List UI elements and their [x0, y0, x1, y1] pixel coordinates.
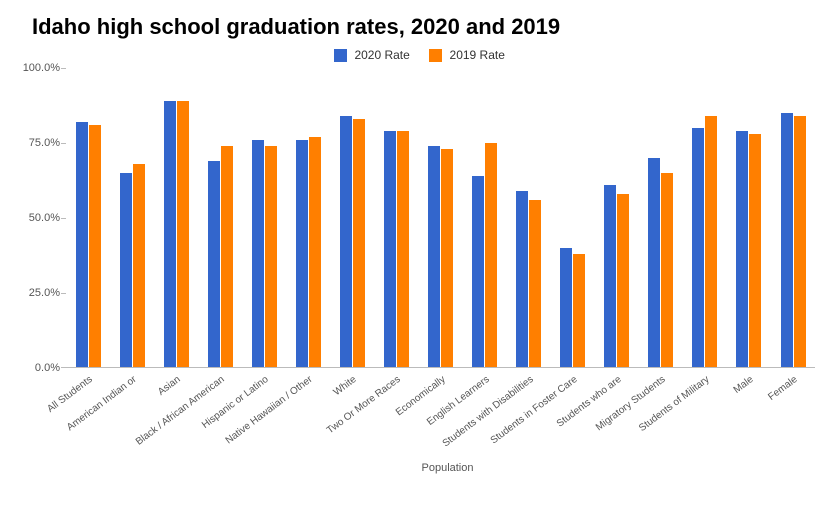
y-tick-label: 100.0% — [10, 62, 60, 74]
y-axis-labels: 0.0%25.0%50.0%75.0%100.0% — [10, 68, 60, 368]
x-tick-cell: Female — [771, 368, 815, 458]
legend-swatch-2019 — [429, 49, 442, 62]
x-tick-label: Male — [732, 374, 756, 396]
legend-label-2019: 2019 Rate — [450, 48, 505, 62]
bar-group — [110, 68, 154, 367]
bar-2020 — [692, 128, 704, 367]
bar-2019 — [529, 200, 541, 367]
bar-2019 — [265, 146, 277, 367]
bar-2020 — [560, 248, 572, 368]
bar-2019 — [441, 149, 453, 367]
bar-2020 — [120, 173, 132, 367]
bar-2019 — [353, 119, 365, 367]
bar-group — [771, 68, 815, 367]
bar-group — [639, 68, 683, 367]
legend: 2020 Rate 2019 Rate — [10, 48, 829, 68]
bar-2020 — [604, 185, 616, 367]
bar-group — [154, 68, 198, 367]
bar-2020 — [208, 161, 220, 367]
bar-2020 — [648, 158, 660, 367]
bar-2020 — [164, 101, 176, 367]
bar-group — [286, 68, 330, 367]
y-tick-label: 50.0% — [10, 212, 60, 224]
bar-2020 — [76, 122, 88, 367]
bar-group — [507, 68, 551, 367]
y-tick-label: 25.0% — [10, 287, 60, 299]
bar-2019 — [221, 146, 233, 367]
x-tick-label: Asian — [156, 374, 183, 398]
x-tick-cell: Male — [727, 368, 771, 458]
bar-2020 — [516, 191, 528, 367]
bar-group — [683, 68, 727, 367]
chart-container: Idaho high school graduation rates, 2020… — [10, 10, 829, 508]
bar-2020 — [384, 131, 396, 367]
bar-2019 — [177, 101, 189, 367]
bar-2019 — [661, 173, 673, 367]
bar-2019 — [749, 134, 761, 367]
legend-item-2020: 2020 Rate — [334, 48, 410, 62]
bar-2020 — [781, 113, 793, 367]
bar-group — [374, 68, 418, 367]
legend-swatch-2020 — [334, 49, 347, 62]
legend-label-2020: 2020 Rate — [354, 48, 409, 62]
bar-2020 — [736, 131, 748, 367]
bar-group — [198, 68, 242, 367]
plot-area: 0.0%25.0%50.0%75.0%100.0% — [66, 68, 815, 368]
bar-groups — [66, 68, 815, 367]
bar-2019 — [89, 125, 101, 367]
x-axis-title: Population — [66, 462, 829, 474]
plot — [66, 68, 815, 368]
bar-2019 — [617, 194, 629, 367]
bar-group — [595, 68, 639, 367]
x-tick-label: Female — [766, 374, 799, 403]
y-tick-label: 75.0% — [10, 137, 60, 149]
bar-2020 — [296, 140, 308, 367]
bar-group — [66, 68, 110, 367]
bar-group — [551, 68, 595, 367]
x-tick-label: White — [332, 374, 359, 398]
bar-group — [727, 68, 771, 367]
bar-2019 — [573, 254, 585, 368]
bar-2019 — [309, 137, 321, 367]
bar-group — [463, 68, 507, 367]
bar-2020 — [472, 176, 484, 367]
bar-2019 — [794, 116, 806, 367]
bar-group — [419, 68, 463, 367]
x-axis-labels: All StudentsAmerican Indian orAsianBlack… — [66, 368, 815, 458]
legend-item-2019: 2019 Rate — [429, 48, 505, 62]
x-tick-cell: Students of Military — [683, 368, 727, 458]
x-tick-cell: American Indian or — [110, 368, 154, 458]
chart-title: Idaho high school graduation rates, 2020… — [10, 10, 829, 48]
bar-2020 — [340, 116, 352, 367]
bar-2019 — [485, 143, 497, 367]
y-tick-label: 0.0% — [10, 362, 60, 374]
bar-group — [330, 68, 374, 367]
bar-group — [242, 68, 286, 367]
bar-2019 — [705, 116, 717, 367]
bar-2019 — [397, 131, 409, 367]
bar-2019 — [133, 164, 145, 367]
x-tick-cell: Native Hawaiian / Other — [286, 368, 330, 458]
bar-2020 — [252, 140, 264, 367]
bar-2020 — [428, 146, 440, 367]
